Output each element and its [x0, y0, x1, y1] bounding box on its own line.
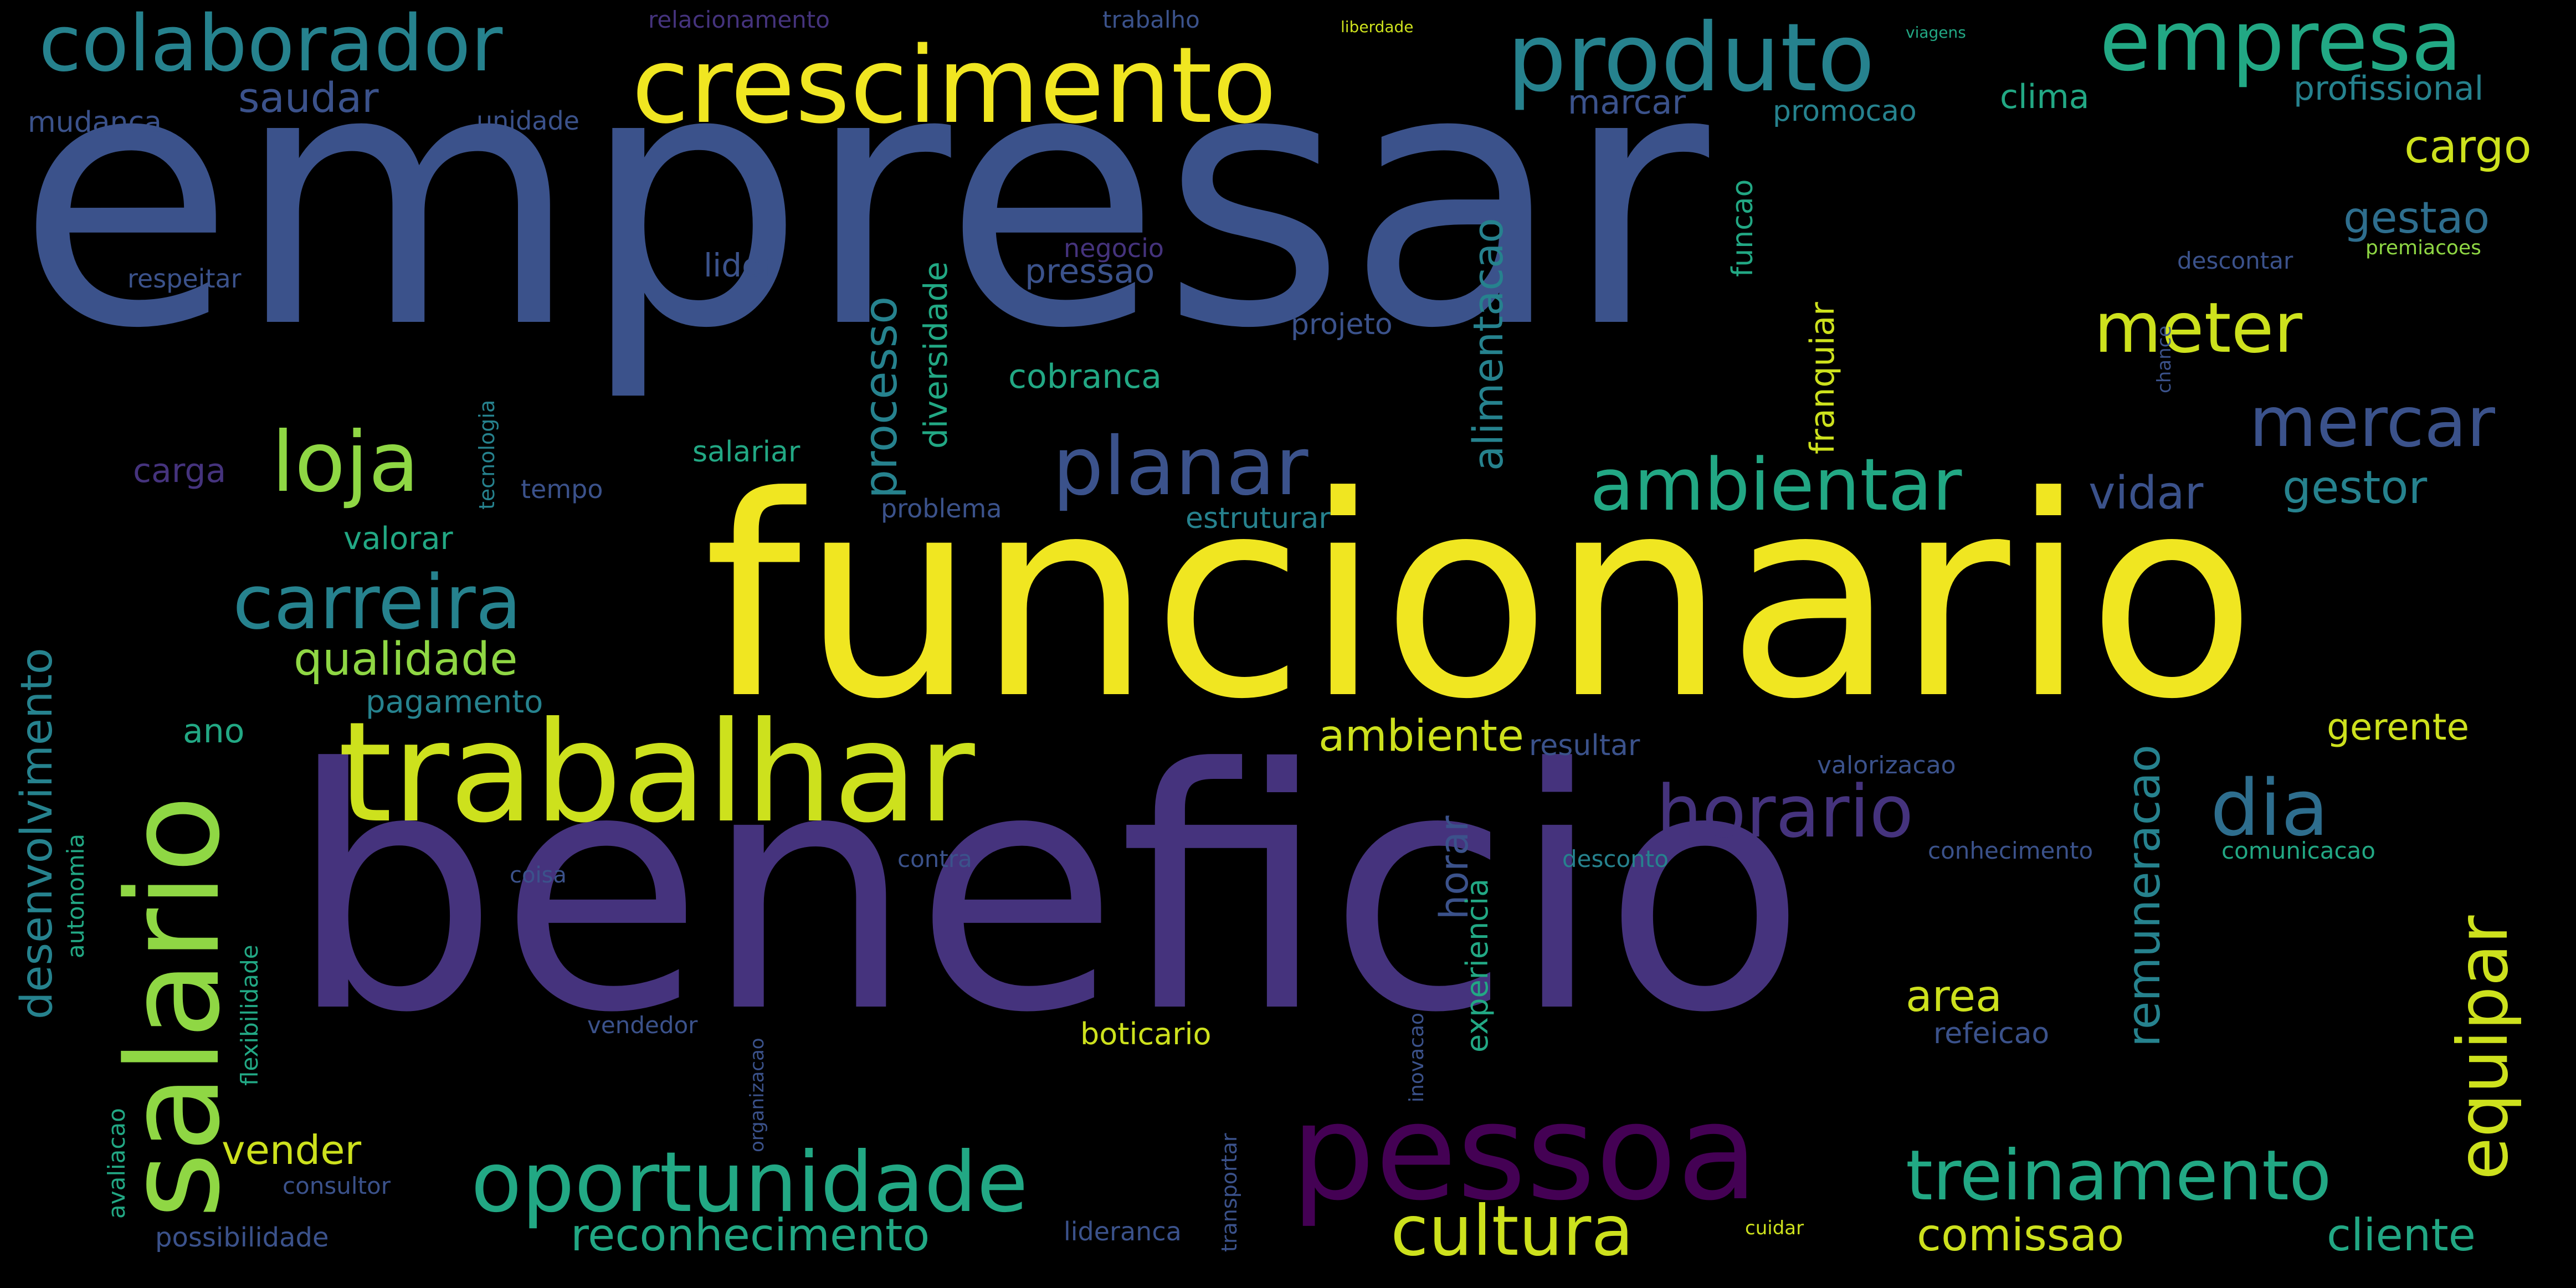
word: gestor [2282, 461, 2428, 514]
word: loja [271, 414, 420, 511]
word: cuidar [1745, 1217, 1804, 1239]
word: cobranca [1008, 357, 1162, 396]
word: chance [2153, 325, 2175, 393]
word: vendedor [587, 1012, 698, 1039]
word: profissional [2293, 69, 2484, 108]
word: transportar [1217, 1133, 1241, 1253]
word: dia [2210, 763, 2329, 854]
word: cliente [2327, 1209, 2476, 1261]
word: conhecimento [1928, 837, 2093, 864]
word: trabalhar [338, 692, 975, 853]
word: relacionamento [648, 6, 830, 33]
word: equipar [2443, 915, 2523, 1180]
word: carreira [233, 559, 522, 646]
word: respeitar [127, 264, 242, 294]
word: viagens [1906, 23, 1966, 42]
word: crescimento [632, 24, 1277, 147]
word: gerente [2327, 706, 2470, 748]
word: coisa [510, 863, 567, 888]
word: avaliacao [103, 1108, 130, 1219]
word: premiacoes [2365, 237, 2481, 259]
word: pessoa [1291, 1075, 1758, 1230]
word: desconto [1562, 845, 1669, 873]
word: colaborador [39, 0, 503, 89]
word: saudar [238, 74, 379, 122]
word: experiencia [1460, 878, 1495, 1053]
word: meter [2094, 288, 2302, 368]
word: problema [881, 494, 1002, 524]
word: mercar [2249, 382, 2496, 463]
word: vidar [2088, 467, 2204, 520]
word: valorizacao [1817, 751, 1956, 779]
word: vender [222, 1127, 362, 1173]
word: diversidade [917, 261, 955, 449]
word: ambiente [1318, 711, 1524, 761]
word: valorar [343, 521, 453, 557]
word: descontar [2177, 247, 2293, 274]
word: estruturar [1186, 502, 1331, 535]
word: planar [1053, 420, 1308, 514]
word: comunicacao [2221, 837, 2375, 864]
word: liberdade [1341, 18, 1414, 36]
word: inovacao [1405, 1012, 1428, 1102]
word: cultura [1390, 1191, 1634, 1271]
word: empresa [2100, 0, 2462, 90]
word: flexibilidade [236, 945, 263, 1086]
word: remuneracao [2118, 744, 2170, 1047]
word: trabalho [1102, 6, 1200, 33]
word: processo [855, 296, 907, 499]
word: carga [133, 451, 227, 490]
word: projeto [1291, 308, 1393, 341]
word: oportunidade [471, 1135, 1028, 1231]
word: cargo [2404, 121, 2532, 173]
word: boticario [1080, 1017, 1212, 1051]
word: contra [897, 845, 972, 873]
word: gestao [2343, 193, 2490, 243]
word: promocao [1773, 95, 1917, 128]
word: refeicao [1933, 1017, 2050, 1050]
word: clima [2000, 78, 2090, 116]
word: negocio [1064, 233, 1164, 263]
word: funcionario [704, 437, 2257, 760]
word: salariar [692, 435, 800, 469]
word: organizacao [746, 1038, 768, 1152]
word: mudanca [28, 106, 162, 139]
word: pagamento [366, 684, 543, 720]
word: tempo [521, 474, 603, 504]
word: lideranca [1064, 1217, 1182, 1246]
word: tecnologia [475, 399, 499, 510]
word: franquiar [1803, 302, 1842, 454]
word: produto [1507, 3, 1875, 113]
word: horario [1656, 769, 1914, 854]
word: reconhecimento [571, 1209, 930, 1261]
word: comissao [1917, 1209, 2125, 1261]
word: beneficio [288, 698, 1807, 1085]
word: desenvolvimento [12, 648, 62, 1019]
word: autonomia [62, 833, 89, 958]
word: lider [704, 247, 775, 284]
word: qualidade [294, 633, 518, 686]
word: resultar [1529, 729, 1640, 762]
word: ano [183, 712, 245, 751]
word: marcar [1568, 83, 1686, 122]
word: ambientar [1590, 443, 1962, 527]
word: treinamento [1906, 1136, 2332, 1216]
word: empresar [17, 0, 1709, 406]
word: consultor [283, 1172, 391, 1199]
word: pressao [1025, 252, 1155, 291]
word: alimentacao [1465, 218, 1512, 471]
word: unidade [476, 106, 579, 136]
word: funcao [1726, 179, 1759, 278]
word: possibilidade [155, 1222, 329, 1253]
word: area [1906, 972, 2002, 1022]
